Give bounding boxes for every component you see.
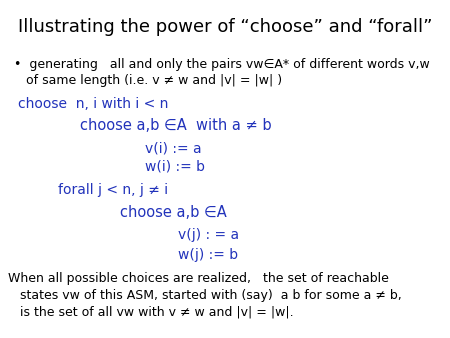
Text: forall j < n, j ≠ i: forall j < n, j ≠ i: [58, 183, 168, 197]
Text: w(i) := b: w(i) := b: [145, 160, 205, 174]
Text: choose a,b ∈A  with a ≠ b: choose a,b ∈A with a ≠ b: [80, 118, 272, 133]
Text: choose  n, i with i < n: choose n, i with i < n: [18, 97, 168, 111]
Text: •  generating   all and only the pairs vw∈A* of different words v,w: • generating all and only the pairs vw∈A…: [14, 58, 430, 71]
Text: w(j) := b: w(j) := b: [178, 248, 238, 262]
Text: v(j) : = a: v(j) : = a: [178, 228, 239, 242]
Text: states vw of this ASM, started with (say)  a b for some a ≠ b,: states vw of this ASM, started with (say…: [8, 289, 402, 302]
Text: Illustrating the power of “choose” and “forall”: Illustrating the power of “choose” and “…: [18, 18, 432, 36]
Text: When all possible choices are realized,   the set of reachable: When all possible choices are realized, …: [8, 272, 389, 285]
Text: is the set of all vw with v ≠ w and |v| = |w|.: is the set of all vw with v ≠ w and |v| …: [8, 306, 293, 319]
Text: v(i) := a: v(i) := a: [145, 141, 202, 155]
Text: of same length (i.e. v ≠ w and |v| = |w| ): of same length (i.e. v ≠ w and |v| = |w|…: [14, 74, 282, 87]
Text: choose a,b ∈A: choose a,b ∈A: [120, 205, 227, 220]
